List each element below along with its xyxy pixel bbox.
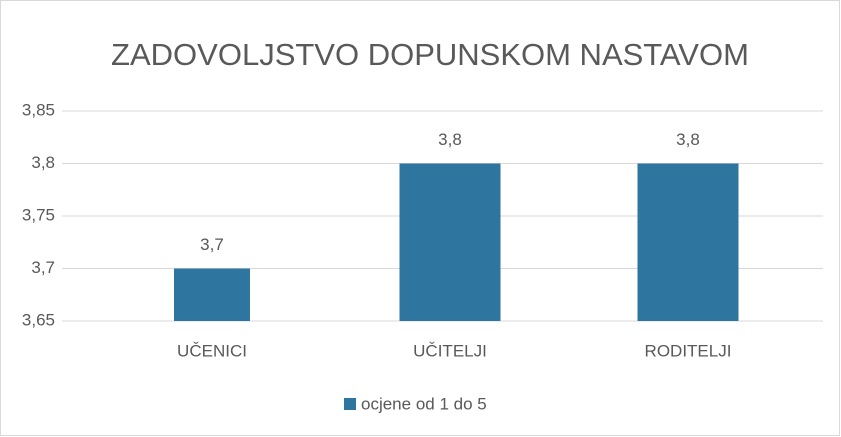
bar	[399, 163, 501, 321]
bar	[637, 163, 739, 321]
data-label: 3,7	[200, 235, 224, 254]
data-label: 3,8	[676, 130, 700, 149]
y-tick-label: 3,85	[22, 100, 55, 119]
bar	[174, 268, 250, 321]
chart-title: ZADOVOLJSTVO DOPUNSKOM NASTAVOM	[111, 37, 749, 72]
legend-label: ocjene od 1 do 5	[361, 394, 487, 413]
x-tick-label: UČENICI	[177, 341, 247, 360]
legend-swatch	[344, 398, 356, 410]
y-tick-label: 3,75	[22, 205, 55, 224]
data-label: 3,8	[438, 130, 462, 149]
y-tick-label: 3,7	[31, 258, 55, 277]
y-tick-label: 3,8	[31, 153, 55, 172]
x-tick-label: UČITELJI	[413, 341, 487, 360]
y-tick-label: 3,65	[22, 310, 55, 329]
x-tick-label: RODITELJI	[645, 341, 732, 360]
